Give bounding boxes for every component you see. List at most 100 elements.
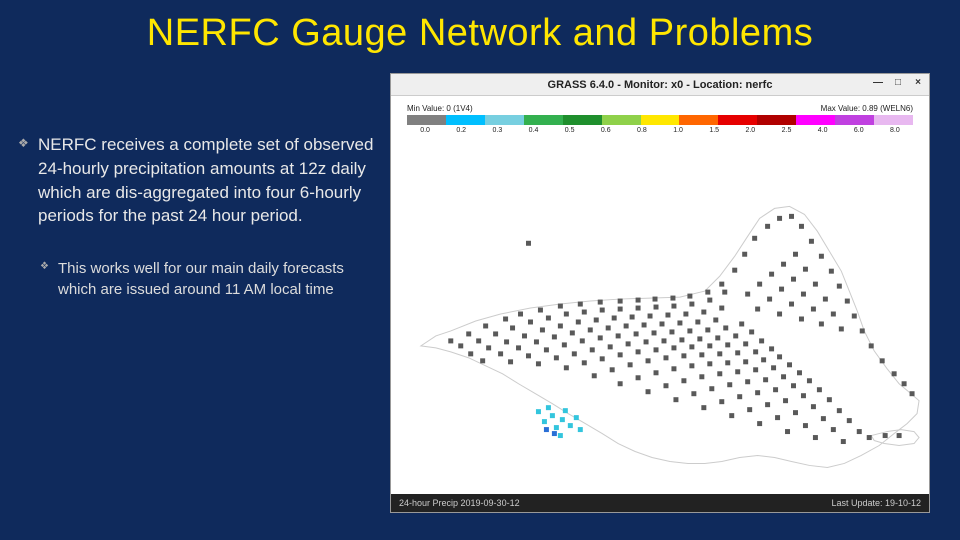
gauge-point [707,343,712,348]
gauge-point [829,269,834,274]
gauge-point [504,339,509,344]
text-column: NERFC receives a complete set of observe… [0,63,390,533]
legend-color-swatch [407,115,446,125]
footer-left-text: 24-hour Precip 2019-09-30-12 [399,498,520,508]
gauge-point [781,262,786,267]
footer-right-text: Last Update: 19-10-12 [831,498,921,508]
gauge-point [897,433,902,438]
gauge-point [759,338,764,343]
gauge-point [610,367,615,372]
gauge-point [663,355,668,360]
gauge-point [831,312,836,317]
legend-labels: Min Value: 0 (1V4) Max Value: 0.89 (WELN… [407,104,913,113]
legend-tick: 1.0 [660,127,696,134]
gauge-point [683,312,688,317]
gauge-point [723,325,728,330]
gauge-point [811,307,816,312]
legend-tick: 0.3 [479,127,515,134]
legend-color-swatch [641,115,680,125]
gauge-point [739,321,744,326]
gauge-point [544,347,549,352]
gauge-point [616,333,621,338]
gauge-point [572,351,577,356]
gauge-point [498,351,503,356]
legend-color-swatch [524,115,563,125]
gauge-point [681,378,686,383]
maximize-icon[interactable]: □ [891,77,905,88]
legend-tick: 0.4 [515,127,551,134]
gauge-point [458,343,463,348]
gauge-point [803,267,808,272]
gauge-point [510,325,515,330]
gauge-point [852,314,857,319]
gauge-point [661,338,666,343]
gauge-point [747,407,752,412]
gauge-point [654,305,659,310]
gauge-point [636,375,641,380]
gauge-point [612,316,617,321]
window-buttons: — □ × [871,77,925,88]
gauge-point [598,300,603,305]
gauge-point [558,323,563,328]
gauge-point [799,224,804,229]
gauge-point [727,382,732,387]
gauge-point [743,359,748,364]
gauge-point [777,312,782,317]
gauge-point [695,319,700,324]
gauge-point [821,416,826,421]
gauge-point [791,383,796,388]
gauge-point [626,341,631,346]
gauge-point [687,294,692,299]
gauge-point [483,323,488,328]
gauge-point [634,331,639,336]
gauge-point [653,297,658,302]
gauge-point [468,351,473,356]
gauge-point [671,345,676,350]
gauge-point [518,312,523,317]
gauge-point [725,342,730,347]
gauge-point [636,298,641,303]
gauge-point [902,381,907,386]
gauge-point [797,370,802,375]
minimize-icon[interactable]: — [871,77,885,88]
gauge-point [554,355,559,360]
gauge-point [560,417,565,422]
legend-tick: 0.6 [588,127,624,134]
gauge-point [636,306,641,311]
gauge-point [769,346,774,351]
gauge-point [550,413,555,418]
gauge-point [576,319,581,324]
gauge-point [522,333,527,338]
legend-color-swatch [796,115,835,125]
gauge-point [697,336,702,341]
gauge-point [618,381,623,386]
legend-tick: 0.2 [443,127,479,134]
gauge-point [699,374,704,379]
gauge-point [562,342,567,347]
gauge-point [642,322,647,327]
gauge-point [564,365,569,370]
gauge-point [765,402,770,407]
gauge-point [745,379,750,384]
gauge-point [540,327,545,332]
gauge-point [783,398,788,403]
gauge-point [534,339,539,344]
gauge-point [707,361,712,366]
gauge-point [536,361,541,366]
gauge-point [582,360,587,365]
gauge-point [709,386,714,391]
gauge-point [735,369,740,374]
window-footer: 24-hour Precip 2019-09-30-12 Last Update… [391,494,929,512]
close-icon[interactable]: × [911,77,925,88]
gauge-point [827,397,832,402]
gauge-point [787,362,792,367]
gauge-point [771,365,776,370]
gauge-point [757,421,762,426]
gauge-point [538,308,543,313]
gauge-point [777,354,782,359]
gauge-point [737,394,742,399]
gauge-point [775,415,780,420]
legend-tick: 2.5 [768,127,804,134]
gauge-point [574,415,579,420]
gauge-point [705,327,710,332]
